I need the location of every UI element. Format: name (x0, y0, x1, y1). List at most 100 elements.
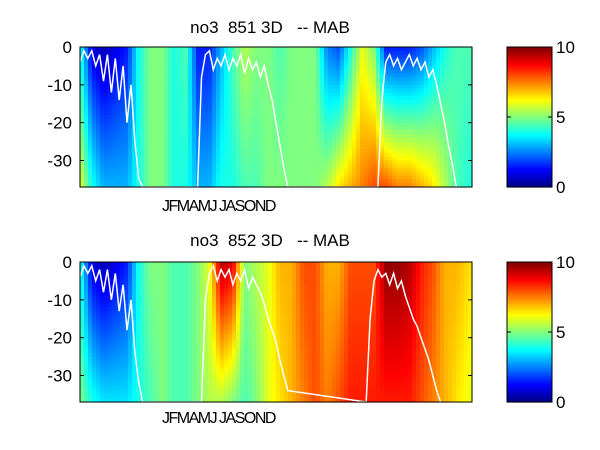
heatmap-cell (124, 175, 129, 181)
heatmap-cell (188, 379, 193, 384)
heatmap-cell (104, 379, 109, 384)
heatmap-cell (112, 352, 117, 358)
heatmap-cell (304, 65, 309, 71)
heatmap-cell (312, 58, 317, 63)
heatmap-cell (156, 130, 161, 135)
heatmap-cell (172, 356, 177, 361)
heatmap-cell (208, 273, 213, 278)
heatmap-cell (336, 73, 341, 78)
heatmap-cell (164, 130, 169, 135)
heatmap-cell (132, 99, 137, 105)
heatmap-cell (468, 111, 473, 116)
heatmap-cell (368, 149, 373, 154)
heatmap-cell (272, 156, 277, 162)
heatmap-cell (428, 149, 433, 154)
heatmap-cell (240, 164, 245, 169)
heatmap-cell (332, 103, 337, 109)
heatmap-cell (332, 47, 337, 52)
heatmap-cell (340, 103, 345, 109)
heatmap-cell (372, 62, 377, 67)
heatmap-cell (112, 356, 117, 361)
heatmap-cell (136, 356, 141, 361)
colorbar-step (507, 64, 552, 68)
heatmap-cell (200, 356, 205, 361)
heatmap-cell (360, 69, 365, 75)
heatmap-cell (96, 141, 101, 146)
heatmap-cell (388, 152, 393, 158)
heatmap-cell (92, 277, 97, 282)
heatmap-cell (108, 164, 113, 169)
heatmap-cell (152, 288, 157, 293)
colorbar-tick-label: 5 (556, 108, 565, 127)
heatmap-cell (128, 337, 133, 343)
heatmap-cell (172, 122, 177, 128)
heatmap-cell (100, 84, 105, 90)
heatmap-cell (292, 73, 297, 78)
heatmap-cell (200, 322, 205, 327)
heatmap-cell (368, 141, 373, 146)
heatmap-cell (228, 160, 233, 165)
heatmap-cell (148, 367, 153, 373)
heatmap-cell (208, 303, 213, 308)
heatmap-cell (168, 54, 173, 59)
heatmap-cell (220, 126, 225, 131)
heatmap-cell (464, 99, 469, 105)
heatmap-cell (236, 69, 241, 75)
heatmap-cell (360, 122, 365, 128)
heatmap-cell (128, 50, 133, 56)
heatmap-cell (112, 383, 117, 388)
heatmap-cell (356, 137, 361, 143)
heatmap-cell (296, 145, 301, 150)
heatmap-cell (168, 134, 173, 139)
heatmap-cell (336, 175, 341, 181)
heatmap-cell (240, 183, 245, 188)
heatmap-cell (276, 50, 281, 56)
heatmap-cell (356, 92, 361, 97)
heatmap-cell (396, 84, 401, 90)
heatmap-cell (212, 130, 217, 135)
heatmap-cell (304, 50, 309, 56)
heatmap-cell (412, 103, 417, 109)
heatmap-cell (316, 134, 321, 139)
heatmap-cell (392, 54, 397, 59)
heatmap-cell (100, 303, 105, 308)
heatmap-cell (124, 168, 129, 173)
heatmap-cell (240, 126, 245, 131)
heatmap-cell (132, 398, 137, 403)
heatmap-cell (316, 111, 321, 116)
heatmap-cell (120, 179, 125, 184)
heatmap-cell (420, 141, 425, 146)
heatmap-cell (228, 171, 233, 177)
heatmap-cell (128, 273, 133, 278)
heatmap-cell (440, 160, 445, 165)
heatmap-cell (192, 99, 197, 105)
heatmap-cell (152, 371, 157, 377)
heatmap-cell (380, 69, 385, 75)
heatmap-cell (192, 73, 197, 78)
heatmap-cell (364, 62, 369, 67)
heatmap-cell (240, 96, 245, 101)
heatmap-cell (368, 77, 373, 82)
heatmap-cell (384, 65, 389, 71)
heatmap-cell (152, 394, 157, 399)
heatmap-cell (400, 168, 405, 173)
heatmap-cell (316, 84, 321, 90)
heatmap-cell (224, 137, 229, 143)
heatmap-cell (288, 99, 293, 105)
heatmap-cell (144, 137, 149, 143)
heatmap-cell (292, 92, 297, 97)
heatmap-cell (436, 160, 441, 165)
heatmap-cell (324, 96, 329, 101)
heatmap-cell (88, 58, 93, 63)
heatmap-cell (80, 341, 85, 346)
heatmap-cell (452, 168, 457, 173)
heatmap-cell (392, 50, 397, 56)
heatmap-cell (252, 58, 257, 63)
heatmap-cell (344, 65, 349, 71)
heatmap-cell (216, 322, 221, 327)
heatmap-cell (152, 280, 157, 286)
heatmap-cell (396, 88, 401, 93)
heatmap-cell (288, 149, 293, 154)
heatmap-cell (420, 96, 425, 101)
heatmap-cell (220, 54, 225, 59)
